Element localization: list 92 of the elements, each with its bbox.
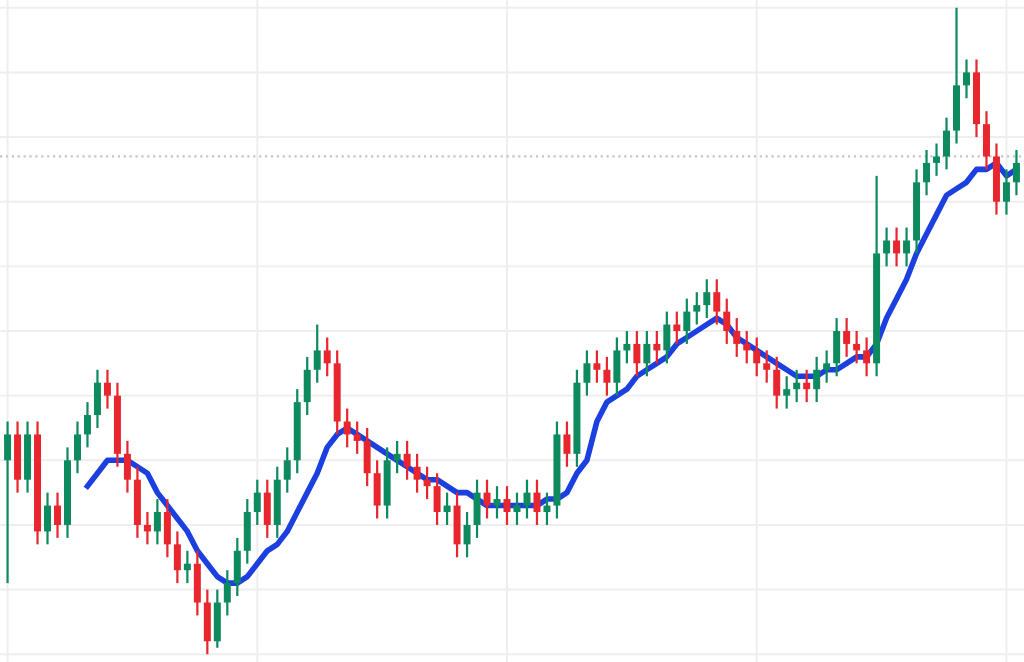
candlestick — [423, 465, 431, 501]
candlestick — [163, 497, 171, 559]
candlestick — [853, 329, 861, 365]
candlestick — [353, 420, 361, 455]
candlestick — [203, 588, 211, 656]
candlestick — [843, 316, 851, 358]
candlestick — [223, 569, 231, 617]
candlestick — [373, 459, 381, 520]
candlestick — [24, 420, 32, 494]
candlestick — [73, 420, 81, 475]
candlestick — [443, 491, 451, 527]
candlestick — [783, 375, 791, 410]
candlestick — [523, 478, 531, 520]
candlestick — [533, 478, 541, 527]
candlestick — [823, 349, 831, 384]
candlestick — [753, 336, 761, 378]
candlestick — [593, 349, 601, 384]
candlestick — [733, 316, 741, 358]
candlestick — [433, 472, 441, 527]
candlestick — [623, 329, 631, 365]
candlestick — [1012, 148, 1020, 197]
candlestick — [253, 478, 261, 527]
candlestick — [603, 355, 611, 397]
candlestick — [992, 142, 1000, 216]
candlestick — [683, 297, 691, 346]
candlestick — [263, 478, 271, 539]
candlestick — [273, 465, 281, 539]
candlestick — [713, 278, 721, 326]
candlestick — [1002, 168, 1010, 216]
candlestick — [703, 278, 711, 320]
candlestick — [313, 323, 321, 384]
candlestick — [613, 336, 621, 397]
candlestick — [743, 329, 751, 365]
candlestick — [413, 452, 421, 494]
candlestick — [403, 439, 411, 481]
candlestick — [343, 407, 351, 449]
candlestick — [93, 368, 101, 430]
candlestick — [143, 510, 151, 546]
candlestick — [563, 420, 571, 468]
candlestick — [4, 420, 12, 585]
candlestick — [363, 426, 371, 488]
candlestick — [933, 142, 941, 177]
candlestick — [813, 355, 821, 404]
candlestick — [243, 497, 251, 565]
candlestick — [463, 510, 471, 559]
candlestick — [153, 497, 161, 546]
candlestick — [133, 465, 141, 539]
candlestick — [513, 491, 521, 527]
candlestick — [483, 478, 491, 520]
candlestick — [473, 478, 481, 539]
candlestick — [903, 226, 911, 268]
candlestick — [723, 297, 731, 346]
candlestick — [83, 401, 91, 449]
candlestick — [773, 355, 781, 410]
candlestick — [173, 530, 181, 585]
candlestick — [383, 446, 391, 520]
candlestick — [982, 110, 990, 171]
candlestick — [833, 316, 841, 378]
candlestick — [673, 310, 681, 346]
candlestick — [793, 368, 801, 404]
candlestick — [643, 329, 651, 378]
candlestick — [893, 226, 901, 268]
candlestick — [233, 536, 241, 598]
candlestick — [633, 329, 641, 378]
candlestick — [44, 491, 52, 546]
candlestick — [323, 336, 331, 378]
candlestick — [963, 58, 970, 100]
candlestick — [123, 439, 131, 494]
candlestick — [763, 349, 771, 384]
candlestick — [493, 485, 501, 520]
candlestick — [943, 116, 951, 171]
candlestick — [183, 549, 191, 585]
candlestick — [693, 291, 701, 326]
candlestick — [883, 226, 891, 268]
candlestick — [503, 485, 511, 527]
candlestick — [653, 329, 661, 365]
candlestick — [953, 6, 960, 145]
candlestick — [863, 336, 871, 378]
candlestick — [923, 148, 931, 197]
candlestick — [393, 439, 401, 475]
candlestick — [283, 446, 291, 494]
candlestick — [303, 355, 311, 417]
candlestick — [583, 349, 591, 397]
candlestick — [54, 491, 61, 539]
candlestick — [103, 368, 111, 410]
candlestick — [803, 368, 811, 404]
candlestick — [193, 549, 201, 617]
candlestick — [663, 310, 671, 365]
candlestick — [213, 588, 221, 649]
candlestick — [543, 491, 551, 527]
candlestick — [14, 420, 22, 494]
candlestick — [453, 491, 461, 559]
